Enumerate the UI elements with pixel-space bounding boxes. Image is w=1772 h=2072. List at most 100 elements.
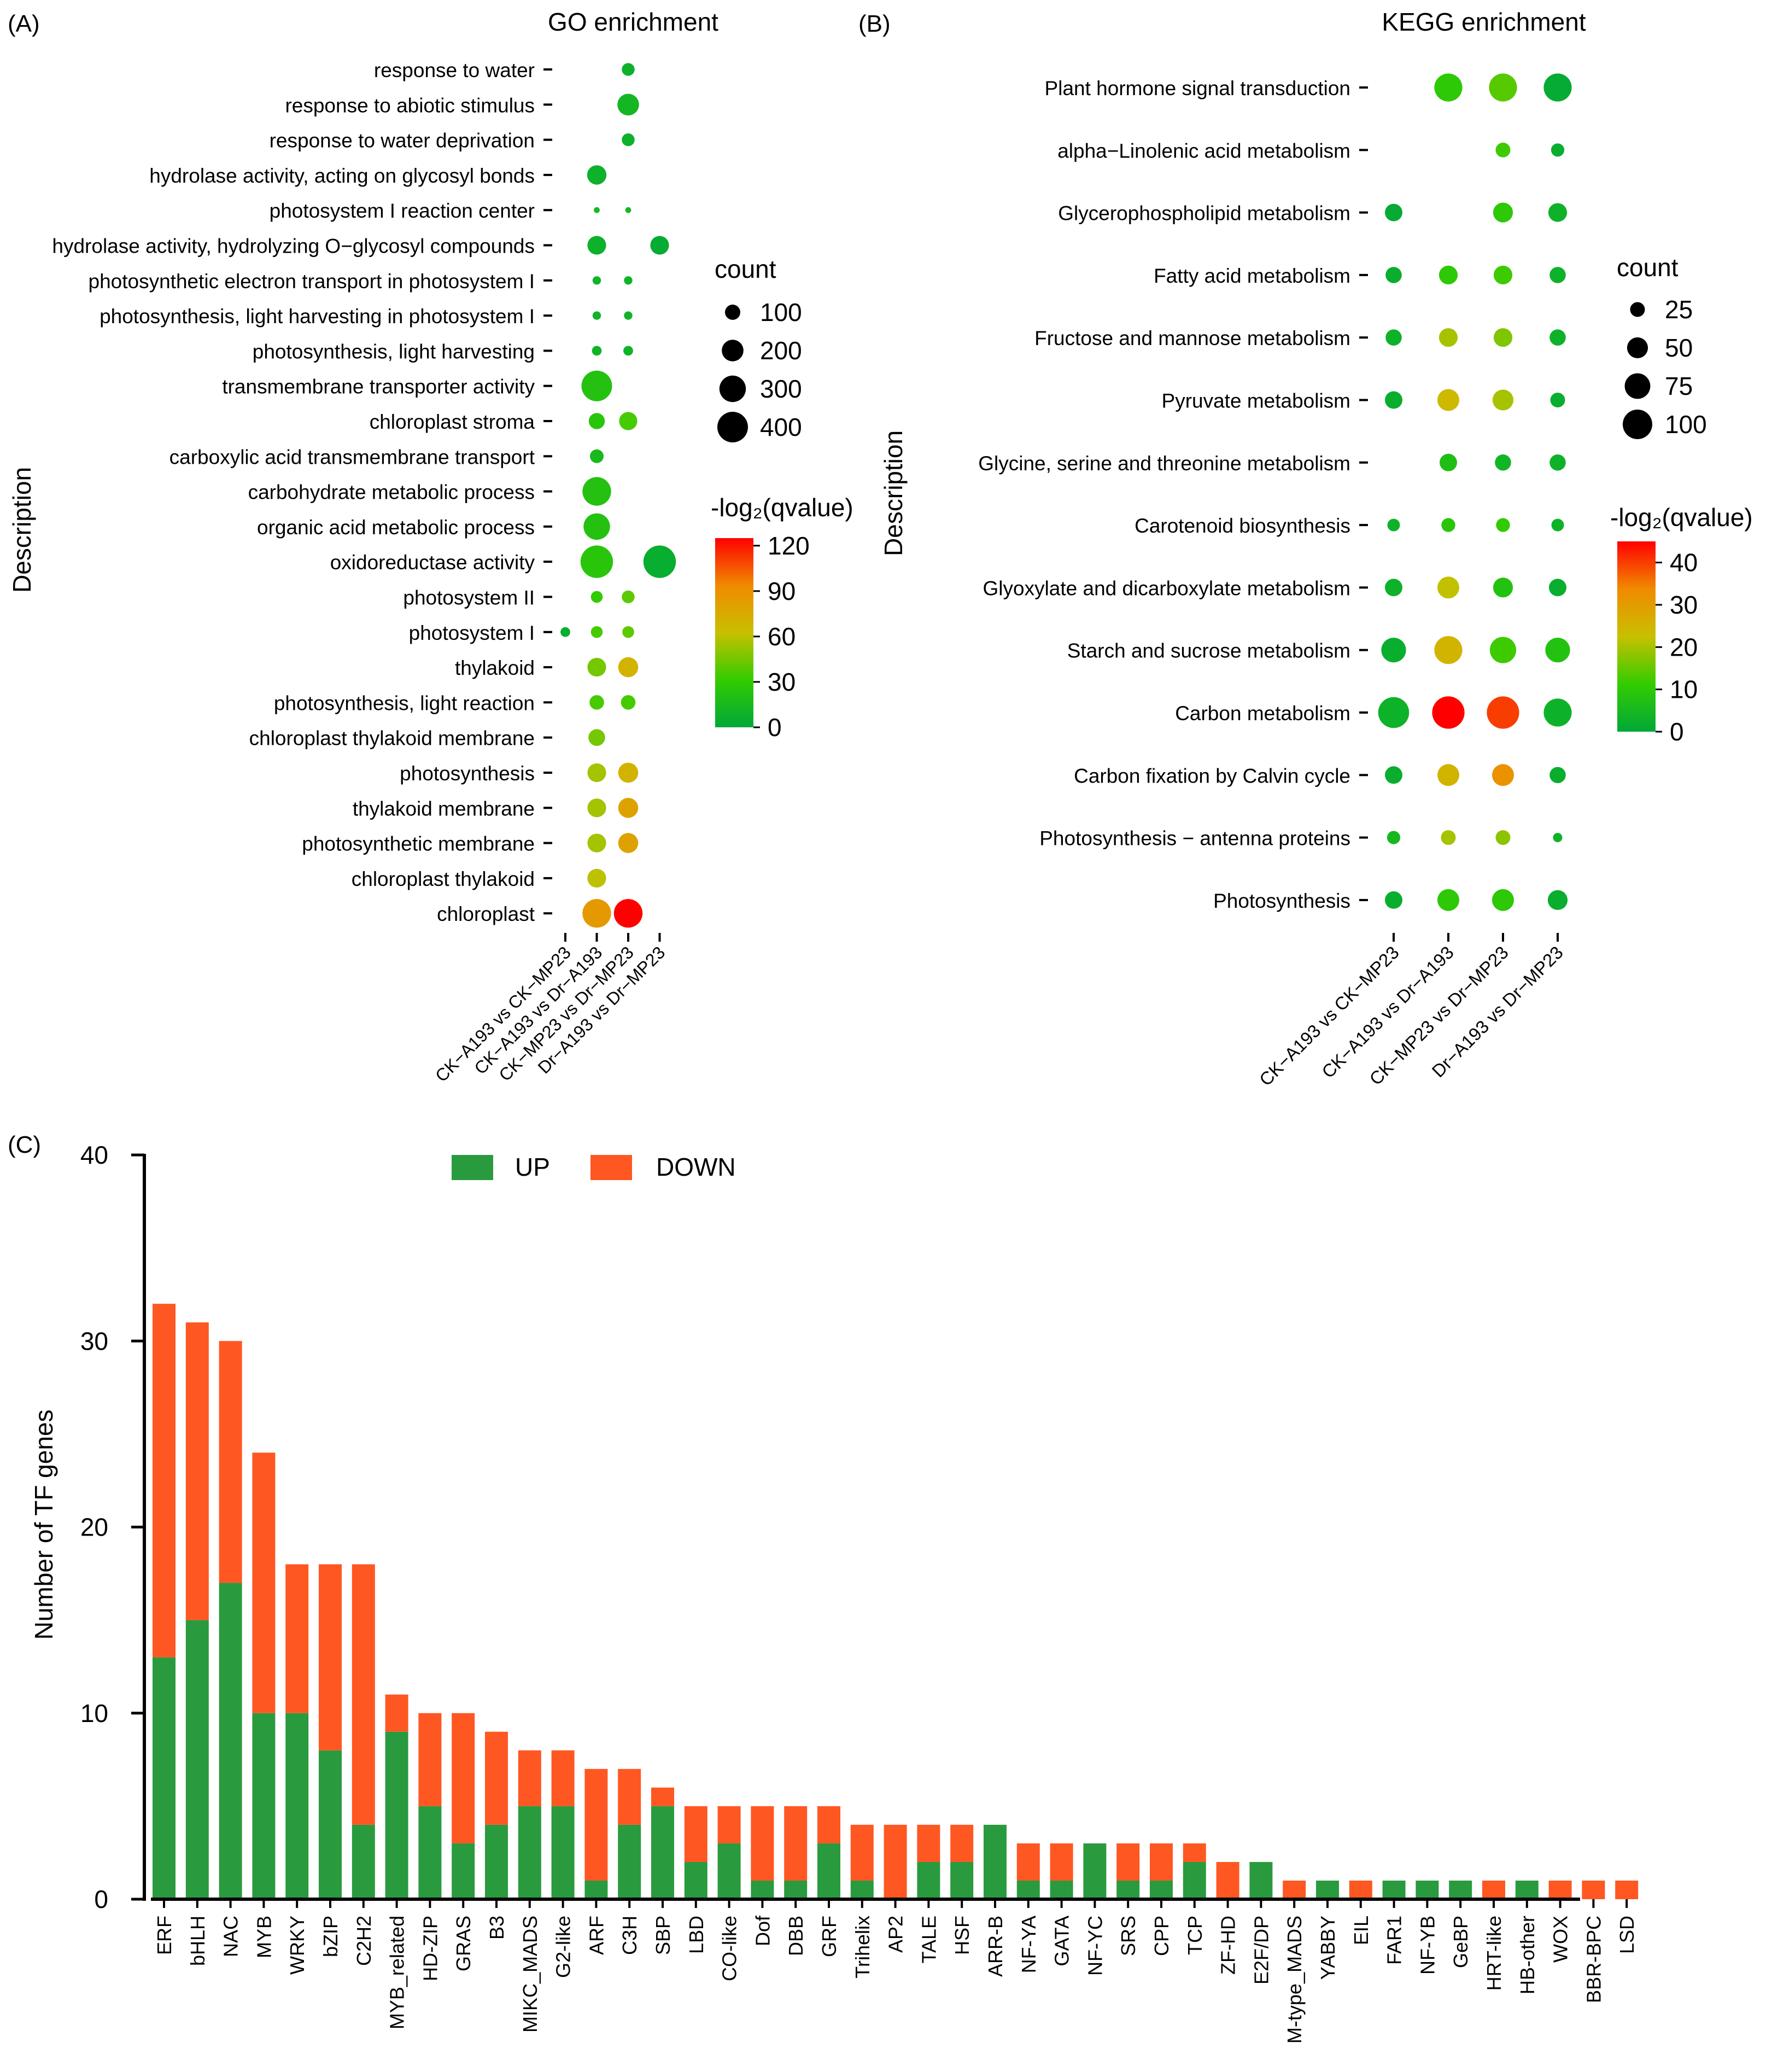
term-label-photosynthetic-membrane: photosynthetic membrane <box>302 833 535 855</box>
category-label-erf: ERF <box>153 1916 176 1955</box>
category-label-nac: NAC <box>220 1916 242 1957</box>
bar-e2f-dp-up <box>1249 1861 1273 1899</box>
dot-fatty-acid-metabolism-ck-mp23-vs-dr-mp23 <box>1493 265 1513 284</box>
panel-label-a: (A) <box>8 10 40 37</box>
panel-label-b: (B) <box>858 10 891 37</box>
bar-nf-yc-up <box>1083 1843 1107 1899</box>
term-label-photosynthesis-light-reaction: photosynthesis, light reaction <box>274 692 535 714</box>
color-tick-label-90: 90 <box>768 577 796 605</box>
category-label-c3h: C3H <box>618 1916 641 1955</box>
bar-nf-ya-up <box>1016 1880 1040 1899</box>
term-label-hydrolase-activity-hydrolyzing-o-glycosyl-compounds: hydrolase activity, hydrolyzing O−glycos… <box>52 235 535 258</box>
bar-wrky-down <box>285 1564 309 1713</box>
color-tick-label-20: 20 <box>1670 633 1698 661</box>
category-label-sbp: SBP <box>652 1916 674 1955</box>
y-tick-label-20: 20 <box>80 1513 108 1542</box>
bar-co-like-up <box>717 1843 741 1899</box>
size-legend-dot-100 <box>1623 410 1652 439</box>
category-label-wrky: WRKY <box>286 1916 308 1975</box>
dot-photosynthetic-membrane-ck-a193-vs-dr-a193 <box>587 833 606 853</box>
term-label-glyoxylate-and-dicarboxylate-metabolism: Glyoxylate and dicarboxylate metabolism <box>983 577 1351 599</box>
dot-glycerophospholipid-metabolism-ck-mp23-vs-dr-mp23 <box>1493 202 1513 223</box>
bar-bzip-up <box>319 1750 342 1899</box>
dot-alpha-linolenic-acid-metabolism-dr-a193-vs-dr-mp23 <box>1551 143 1565 157</box>
column-label-ck-a193-vs-dr-a193: CK−A193 vs Dr−A193 <box>470 942 606 1078</box>
bars <box>153 1304 1639 1899</box>
category-label-tale: TALE <box>917 1916 940 1963</box>
dot-thylakoid-membrane-ck-mp23-vs-dr-mp23 <box>618 798 639 818</box>
bar-c2h2-down <box>352 1564 375 1825</box>
bar-y-axis: 0 10 20 30 40 <box>80 1141 144 1913</box>
dot-oxidoreductase-activity-dr-a193-vs-dr-mp23 <box>643 545 676 578</box>
bar-grf-down <box>817 1806 840 1843</box>
category-label-grf: GRF <box>818 1916 840 1957</box>
bar-gebp-up <box>1449 1880 1472 1899</box>
bar-lsd-down <box>1615 1880 1639 1899</box>
term-label-plant-hormone-signal-transduction: Plant hormone signal transduction <box>1045 77 1350 100</box>
dot-photosystem-i-ck-a193-vs-dr-a193 <box>590 626 603 638</box>
color-tick-label-60: 60 <box>768 622 796 651</box>
go-enrichment-panel: (A) GO enrichment Description response t… <box>8 8 853 1085</box>
bar-c2h2-up <box>352 1824 375 1899</box>
size-legend-label-50: 50 <box>1665 334 1693 362</box>
category-label-e2f-dp: E2F/DP <box>1250 1916 1272 1985</box>
dot-glycine-serine-and-threonine-metabolism-ck-a193-vs-dr-a193 <box>1440 453 1457 471</box>
dot-photosynthetic-electron-transport-in-photosystem-i-ck-mp23-vs-dr-mp23 <box>624 276 633 285</box>
color-tick-label-30: 30 <box>1670 591 1698 619</box>
bar-arf-up <box>584 1880 608 1899</box>
legend-swatch-up <box>452 1155 493 1180</box>
dot-carotenoid-biosynthesis-ck-a193-vs-dr-a193 <box>1441 518 1455 532</box>
term-label-carboxylic-acid-transmembrane-transport: carboxylic acid transmembrane transport <box>169 446 535 468</box>
bar-cpp-down <box>1150 1843 1173 1881</box>
term-label-carbon-fixation-by-calvin-cycle: Carbon fixation by Calvin cycle <box>1074 764 1350 787</box>
dot-photosynthesis-antenna-proteins-ck-mp23-vs-dr-mp23 <box>1495 830 1511 845</box>
dot-pyruvate-metabolism-dr-a193-vs-dr-mp23 <box>1550 393 1565 407</box>
bar-yabby-up <box>1316 1880 1339 1899</box>
dot-photosynthetic-electron-transport-in-photosystem-i-ck-a193-vs-dr-a193 <box>592 276 601 285</box>
color-tick-label-0: 0 <box>768 713 782 742</box>
legend-label-down: DOWN <box>656 1153 736 1181</box>
bar-myb-down <box>252 1452 276 1713</box>
dot-fructose-and-mannose-metabolism-ck-mp23-vs-dr-mp23 <box>1493 328 1513 347</box>
go-term-labels: response to water response to abiotic sti… <box>52 59 535 925</box>
dot-thylakoid-ck-a193-vs-dr-a193 <box>587 658 606 677</box>
category-label-nf-ya: NF-YA <box>1017 1916 1040 1973</box>
dot-hydrolase-activity-hydrolyzing-o-glycosyl-compounds-ck-a193-vs-dr-a193 <box>587 236 606 255</box>
go-color-legend-title: -log₂(qvalue) <box>711 493 853 522</box>
term-label-response-to-water-deprivation: response to water deprivation <box>270 130 535 152</box>
term-label-glycine-serine-and-threonine-metabolism: Glycine, serine and threonine metabolism <box>978 452 1350 475</box>
bar-b3-up <box>485 1824 508 1899</box>
size-legend-dot-200 <box>722 340 744 361</box>
bar-wrky-up <box>285 1713 309 1899</box>
bar-lbd-down <box>684 1806 707 1862</box>
y-tick-label-30: 30 <box>80 1327 108 1355</box>
go-size-legend: count 100 200 300 400 <box>715 255 802 442</box>
category-label-hsf: HSF <box>951 1916 973 1955</box>
y-tick-label-40: 40 <box>80 1141 108 1169</box>
bar-mikc-mads-up <box>518 1806 541 1899</box>
category-label-b3: B3 <box>486 1916 508 1940</box>
go-tick-marks <box>543 68 661 942</box>
bar-co-like-down <box>717 1806 741 1843</box>
term-label-alpha-linolenic-acid-metabolism: alpha−Linolenic acid metabolism <box>1057 139 1350 162</box>
dot-photosynthesis-ck-a193-vs-ck-mp23 <box>1385 891 1402 909</box>
color-tick-label-120: 120 <box>768 532 810 560</box>
category-label-hb-other: HB-other <box>1516 1916 1539 1994</box>
size-legend-label-200: 200 <box>760 336 802 365</box>
bar-dof-down <box>751 1806 774 1881</box>
go-color-bar <box>715 538 753 727</box>
bar-hd-zip-down <box>418 1713 442 1806</box>
category-label-m-type-mads: M-type_MADS <box>1283 1916 1306 2044</box>
kegg-size-legend: count 25 50 75 100 <box>1617 253 1707 439</box>
dot-glyoxylate-and-dicarboxylate-metabolism-ck-mp23-vs-dr-mp23 <box>1493 577 1513 598</box>
term-label-fructose-and-mannose-metabolism: Fructose and mannose metabolism <box>1034 327 1350 349</box>
kegg-color-legend: -log₂(qvalue) 0 10 20 30 40 <box>1610 503 1753 746</box>
dot-photosynthesis-ck-a193-vs-dr-a193 <box>1437 889 1459 911</box>
bar-gras-up <box>452 1843 475 1899</box>
kegg-dots <box>1378 73 1572 911</box>
bar-ylabel: Number of TF genes <box>30 1409 58 1639</box>
go-color-legend-ticks: 0 30 60 90 120 <box>753 532 810 742</box>
color-tick-label-40: 40 <box>1670 548 1698 577</box>
dot-starch-and-sucrose-metabolism-dr-a193-vs-dr-mp23 <box>1545 638 1570 663</box>
